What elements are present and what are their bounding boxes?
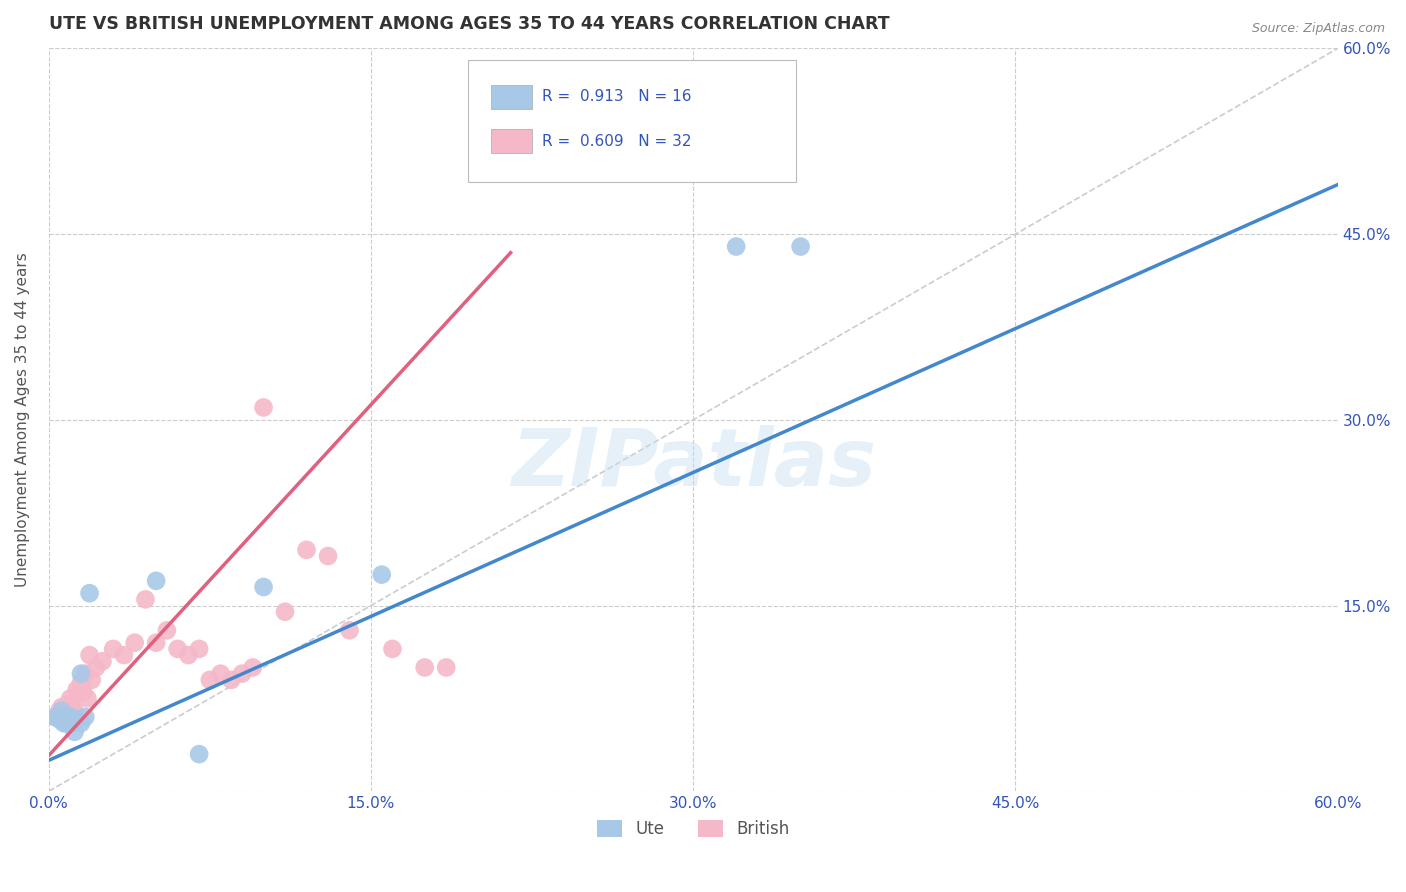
- Point: [46, 710, 69, 724]
- Point: [51, 700, 73, 714]
- Point: [63, 724, 86, 739]
- Point: [56, 698, 79, 712]
- Point: [198, 673, 221, 687]
- Legend: Ute, British: Ute, British: [589, 811, 797, 847]
- Point: [70, 716, 93, 731]
- Point: [75, 710, 97, 724]
- Point: [70, 666, 93, 681]
- Point: [55, 716, 77, 731]
- Point: [295, 542, 318, 557]
- Point: [79, 586, 101, 600]
- Point: [52, 713, 75, 727]
- Point: [242, 660, 264, 674]
- Point: [316, 549, 339, 563]
- Point: [274, 605, 297, 619]
- Text: UTE VS BRITISH UNEMPLOYMENT AMONG AGES 35 TO 44 YEARS CORRELATION CHART: UTE VS BRITISH UNEMPLOYMENT AMONG AGES 3…: [49, 15, 890, 33]
- Point: [55, 710, 77, 724]
- Point: [188, 747, 211, 761]
- FancyBboxPatch shape: [491, 129, 531, 153]
- Point: [52, 716, 75, 731]
- Point: [231, 666, 253, 681]
- Point: [145, 636, 167, 650]
- Point: [51, 704, 73, 718]
- Point: [84, 660, 107, 674]
- Point: [252, 580, 274, 594]
- Point: [381, 641, 404, 656]
- Point: [60, 700, 83, 714]
- Point: [370, 567, 392, 582]
- Point: [56, 710, 79, 724]
- Point: [177, 648, 200, 662]
- Point: [434, 660, 457, 674]
- Text: R =  0.609   N = 32: R = 0.609 N = 32: [543, 134, 692, 149]
- Text: ZIPatlas: ZIPatlas: [510, 425, 876, 503]
- Point: [252, 401, 274, 415]
- Point: [75, 666, 97, 681]
- Point: [48, 713, 70, 727]
- Point: [166, 641, 188, 656]
- Point: [80, 673, 103, 687]
- Point: [209, 666, 232, 681]
- Text: Source: ZipAtlas.com: Source: ZipAtlas.com: [1251, 22, 1385, 36]
- Point: [79, 648, 101, 662]
- Point: [91, 654, 114, 668]
- Y-axis label: Unemployment Among Ages 35 to 44 years: Unemployment Among Ages 35 to 44 years: [15, 252, 30, 587]
- Point: [59, 691, 82, 706]
- Point: [60, 716, 83, 731]
- Point: [44, 710, 66, 724]
- Point: [76, 691, 98, 706]
- Point: [145, 574, 167, 588]
- Point: [339, 624, 361, 638]
- Point: [66, 682, 89, 697]
- Point: [70, 675, 93, 690]
- Point: [413, 660, 436, 674]
- Point: [221, 673, 243, 687]
- Point: [103, 641, 125, 656]
- Point: [112, 648, 135, 662]
- Point: [66, 713, 89, 727]
- Point: [67, 685, 90, 699]
- FancyBboxPatch shape: [468, 60, 796, 182]
- Point: [134, 592, 156, 607]
- Point: [59, 710, 82, 724]
- Point: [48, 704, 70, 718]
- Point: [44, 710, 66, 724]
- Point: [789, 239, 811, 253]
- FancyBboxPatch shape: [491, 85, 531, 109]
- Text: R =  0.913   N = 16: R = 0.913 N = 16: [543, 89, 692, 104]
- Point: [725, 239, 748, 253]
- Point: [63, 704, 86, 718]
- Point: [124, 636, 146, 650]
- Point: [72, 685, 94, 699]
- Point: [188, 641, 211, 656]
- Point: [156, 624, 179, 638]
